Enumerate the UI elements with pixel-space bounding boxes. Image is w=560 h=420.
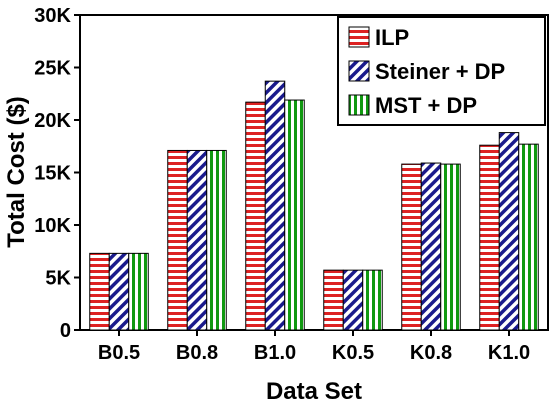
x-tick-label-k0-8: K0.8 xyxy=(410,342,452,364)
bar-ilp-b0-8 xyxy=(167,149,188,331)
legend-label-mst-dp: MST + DP xyxy=(375,93,477,118)
legend: ILP Steiner + DP MST + DP xyxy=(337,16,546,126)
bar-steiner-dp-k1-0 xyxy=(498,132,520,331)
legend-swatch-ilp xyxy=(348,26,370,48)
x-tick-label-b0-5: B0.5 xyxy=(98,342,140,364)
y-tick-label: 5K xyxy=(45,268,71,290)
bars-layer xyxy=(89,80,539,331)
bar-ilp-b0-5 xyxy=(89,252,110,331)
bar-mst-dp-b0-8 xyxy=(206,149,227,331)
y-ticks-layer: 0 5K 10K 15K 20K 25K 30K xyxy=(34,5,80,342)
bar-steiner-dp-b1-0 xyxy=(264,80,286,331)
y-axis-title: Total Cost ($) xyxy=(3,96,30,248)
x-tick-label-k1-0: K1.0 xyxy=(488,342,530,364)
legend-box xyxy=(337,16,546,126)
bar-ilp-k0-5 xyxy=(323,269,344,331)
bar-ilp-b1-0 xyxy=(245,101,266,331)
y-tick-label: 10K xyxy=(34,215,71,237)
x-tick-label-b1-0: B1.0 xyxy=(254,342,296,364)
bar-mst-dp-b0-5 xyxy=(128,252,149,331)
y-tick-label: 30K xyxy=(34,5,71,27)
bar-steiner-dp-b0-5 xyxy=(108,252,130,331)
bar-steiner-dp-k0-5 xyxy=(342,269,364,331)
y-tick-label: 15K xyxy=(34,163,71,185)
bar-ilp-k0-8 xyxy=(401,163,422,331)
y-tick-label: 25K xyxy=(34,58,71,80)
bar-mst-dp-k0-5 xyxy=(362,269,383,331)
y-tick-label: 0 xyxy=(60,320,71,342)
bar-mst-dp-k0-8 xyxy=(440,163,461,331)
legend-label-ilp: ILP xyxy=(375,25,409,50)
bar-ilp-k1-0 xyxy=(479,144,500,331)
x-axis-title: Data Set xyxy=(266,378,362,405)
legend-swatch-steiner-dp xyxy=(348,60,370,82)
legend-label-steiner-dp: Steiner + DP xyxy=(375,59,505,84)
x-tick-label-b0-8: B0.8 xyxy=(176,342,218,364)
y-tick-label: 20K xyxy=(34,110,71,132)
x-ticks-layer: B0.5 B0.8 B1.0 K0.5 K0.8 K1.0 xyxy=(98,330,530,364)
x-tick-label-k0-5: K0.5 xyxy=(332,342,374,364)
bar-steiner-dp-b0-8 xyxy=(186,149,208,331)
bar-steiner-dp-k0-8 xyxy=(420,162,442,331)
bar-mst-dp-k1-0 xyxy=(518,143,539,331)
bar-mst-dp-b1-0 xyxy=(284,99,305,331)
legend-swatch-mst-dp xyxy=(348,94,370,116)
